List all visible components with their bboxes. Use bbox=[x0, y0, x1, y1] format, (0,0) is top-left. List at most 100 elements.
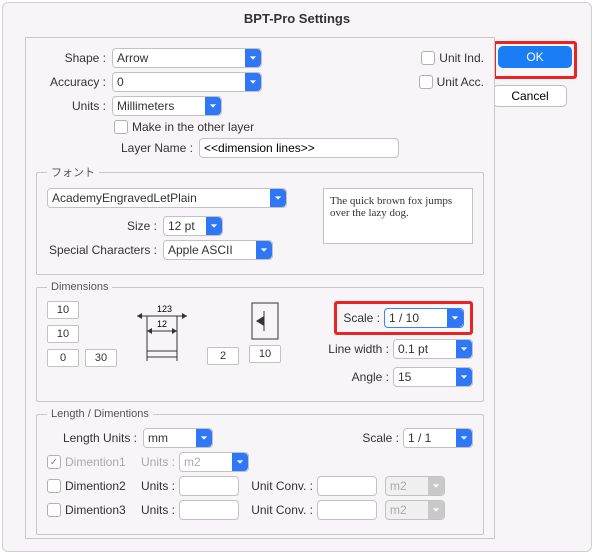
accuracy-value: 0 bbox=[117, 75, 124, 89]
special-chars-label: Special Characters : bbox=[47, 243, 157, 257]
accuracy-select[interactable]: 0 bbox=[112, 72, 262, 92]
linewidth-select[interactable]: 0.1 pt bbox=[393, 339, 473, 359]
length-scale-label: Scale : bbox=[362, 431, 399, 445]
dim3-conv-input[interactable] bbox=[317, 500, 377, 520]
ok-highlight: OK bbox=[493, 41, 577, 79]
scale-select[interactable]: 1 / 10 bbox=[384, 308, 464, 328]
length-group: Length / Dimentions Length Units : mm Sc… bbox=[36, 408, 484, 535]
unit-ind-label: Unit Ind. bbox=[439, 51, 484, 65]
accuracy-label: Accuracy : bbox=[36, 75, 106, 89]
make-other-layer-label: Make in the other layer bbox=[132, 120, 254, 134]
dimensions-group: Dimensions 10 10 0 30 123 bbox=[36, 281, 484, 402]
dim3-conv-value: m2 bbox=[390, 503, 407, 517]
make-other-layer-checkbox[interactable] bbox=[114, 120, 128, 134]
font-size-label: Size : bbox=[47, 219, 157, 233]
angle-select[interactable]: 15 bbox=[393, 367, 473, 387]
layer-name-label: Layer Name : bbox=[121, 141, 193, 155]
dim3-checkbox[interactable] bbox=[47, 503, 61, 517]
scale-highlight: Scale : 1 / 10 bbox=[334, 301, 473, 335]
dim2-conv-label: Unit Conv. : bbox=[243, 479, 313, 493]
dim3-units-input[interactable] bbox=[179, 500, 239, 520]
special-chars-select[interactable]: Apple ASCII bbox=[163, 240, 273, 260]
window-title: BPT-Pro Settings bbox=[3, 3, 591, 35]
chevron-down-icon bbox=[206, 217, 222, 235]
font-family-value: AcademyEngravedLetPlain bbox=[52, 191, 197, 205]
dim2-units-input[interactable] bbox=[179, 476, 239, 496]
chevron-down-icon bbox=[256, 241, 272, 259]
dim-diagram-icon: 123 12 bbox=[127, 301, 197, 371]
shape-label: Shape : bbox=[36, 51, 106, 65]
font-family-select[interactable]: AcademyEngravedLetPlain bbox=[47, 188, 287, 208]
units-label: Units : bbox=[36, 99, 106, 113]
dim-box-f[interactable]: 10 bbox=[249, 345, 281, 363]
dim-box-e[interactable]: 2 bbox=[207, 347, 239, 365]
font-size-value: 12 pt bbox=[168, 219, 195, 233]
main-panel: Shape : Arrow Unit Ind. Accuracy : 0 Uni… bbox=[25, 37, 495, 539]
svg-text:123: 123 bbox=[157, 304, 172, 314]
unit-acc-checkbox[interactable] bbox=[419, 75, 433, 89]
dimensions-legend: Dimensions bbox=[47, 281, 112, 293]
angle-label: Angle : bbox=[352, 370, 389, 384]
dim3-units-label: Units : bbox=[135, 503, 175, 517]
chevron-down-icon bbox=[456, 340, 472, 358]
dim2-units-label: Units : bbox=[135, 479, 175, 493]
dim2-checkbox[interactable] bbox=[47, 479, 61, 493]
dim1-label: Dimention1 bbox=[65, 455, 135, 469]
font-size-select[interactable]: 12 pt bbox=[163, 216, 223, 236]
chevron-down-icon bbox=[232, 453, 248, 471]
dim3-conv-label: Unit Conv. : bbox=[243, 503, 313, 517]
chevron-down-icon bbox=[270, 189, 286, 207]
dim2-label: Dimention2 bbox=[65, 479, 135, 493]
length-units-label: Length Units : bbox=[47, 431, 137, 445]
font-preview: The quick brown fox jumps over the lazy … bbox=[323, 188, 473, 244]
dim3-label: Dimention3 bbox=[65, 503, 135, 517]
font-legend: フォント bbox=[47, 164, 99, 180]
length-scale-select[interactable]: 1 / 1 bbox=[403, 428, 473, 448]
length-legend: Length / Dimentions bbox=[47, 408, 153, 420]
length-scale-value: 1 / 1 bbox=[408, 431, 431, 445]
font-group: フォント AcademyEngravedLetPlain Size : 12 p… bbox=[36, 164, 484, 275]
dim1-units-select[interactable]: m2 bbox=[179, 452, 249, 472]
angle-value: 15 bbox=[398, 370, 411, 384]
length-units-value: mm bbox=[148, 431, 168, 445]
arrow-style-icon bbox=[250, 301, 280, 341]
dim-box-a[interactable]: 10 bbox=[47, 301, 79, 319]
units-select[interactable]: Millimeters bbox=[112, 96, 222, 116]
unit-ind-checkbox[interactable] bbox=[421, 51, 435, 65]
linewidth-value: 0.1 pt bbox=[398, 342, 428, 356]
cancel-button[interactable]: Cancel bbox=[493, 85, 567, 107]
ok-button[interactable]: OK bbox=[498, 46, 572, 68]
chevron-down-icon bbox=[196, 429, 212, 447]
special-chars-value: Apple ASCII bbox=[168, 243, 233, 257]
scale-label: Scale : bbox=[343, 311, 380, 325]
chevron-down-icon bbox=[456, 429, 472, 447]
dim2-conv-value: m2 bbox=[390, 479, 407, 493]
chevron-down-icon bbox=[456, 368, 472, 386]
scale-value: 1 / 10 bbox=[389, 311, 419, 325]
chevron-down-icon bbox=[205, 97, 221, 115]
svg-text:12: 12 bbox=[157, 319, 167, 329]
length-units-select[interactable]: mm bbox=[143, 428, 213, 448]
unit-acc-label: Unit Acc. bbox=[437, 75, 484, 89]
dim2-conv-select[interactable]: m2 bbox=[385, 476, 445, 496]
dim1-checkbox[interactable]: ✓ bbox=[47, 455, 61, 469]
linewidth-label: Line width : bbox=[328, 342, 389, 356]
settings-window: BPT-Pro Settings OK Cancel Shape : Arrow… bbox=[2, 2, 592, 552]
dimension-diagram: 10 10 0 30 123 12 bbox=[47, 301, 281, 371]
dim1-units-label: Units : bbox=[135, 455, 175, 469]
shape-value: Arrow bbox=[117, 51, 148, 65]
dim3-conv-select[interactable]: m2 bbox=[385, 500, 445, 520]
chevron-down-icon bbox=[428, 477, 444, 495]
chevron-down-icon bbox=[428, 501, 444, 519]
shape-select[interactable]: Arrow bbox=[112, 48, 262, 68]
chevron-down-icon bbox=[245, 49, 261, 67]
dim2-conv-input[interactable] bbox=[317, 476, 377, 496]
chevron-down-icon bbox=[245, 73, 261, 91]
dim-box-d[interactable]: 30 bbox=[85, 349, 117, 367]
layer-name-input[interactable] bbox=[199, 138, 399, 158]
dim-box-b[interactable]: 10 bbox=[47, 325, 79, 343]
units-value: Millimeters bbox=[117, 99, 174, 113]
chevron-down-icon bbox=[447, 309, 463, 327]
dim-box-c[interactable]: 0 bbox=[47, 349, 79, 367]
dialog-buttons: OK Cancel bbox=[493, 41, 577, 113]
